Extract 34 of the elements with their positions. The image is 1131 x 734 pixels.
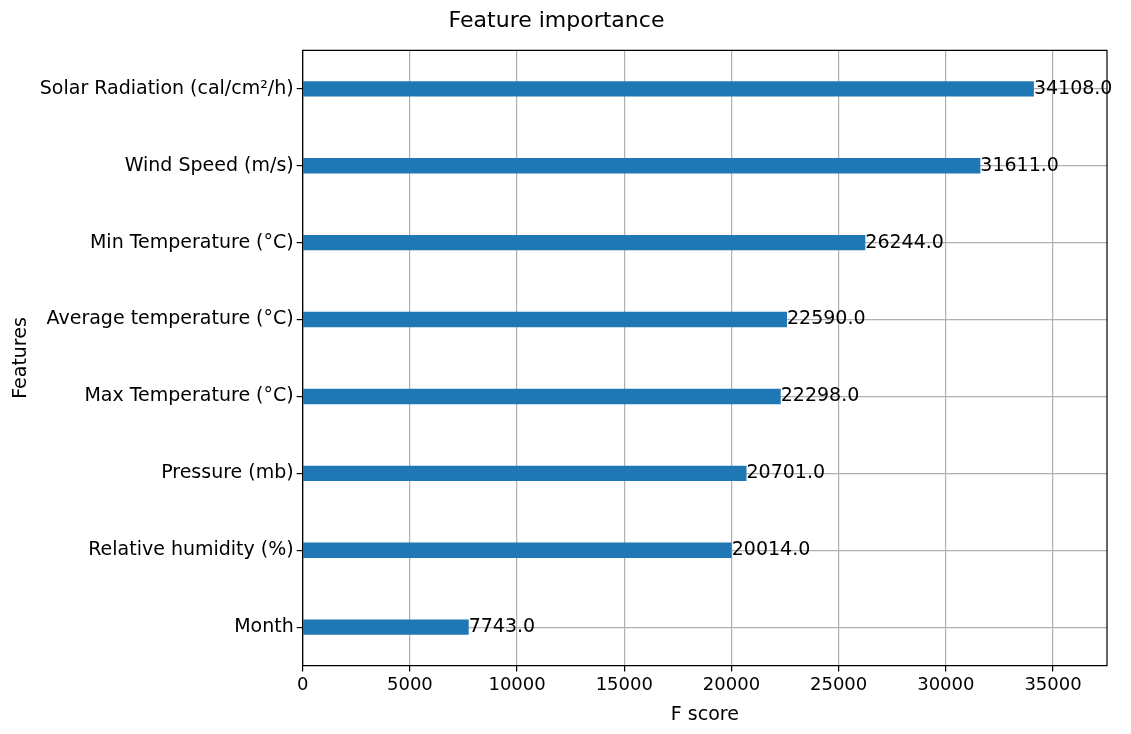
bar	[303, 465, 747, 482]
data-label: 20014.0	[731, 537, 811, 560]
data-label: 20701.0	[746, 460, 826, 483]
y-axis-title: Features	[8, 317, 31, 399]
y-tick-label: Average temperature (°C)	[46, 306, 294, 329]
x-tick-label: 15000	[595, 673, 653, 695]
data-label: 22590.0	[786, 306, 866, 329]
y-tick-label: Month	[234, 614, 294, 637]
x-tick-label: 30000	[917, 673, 975, 695]
data-label: 26244.0	[865, 229, 944, 252]
bar	[303, 619, 469, 635]
data-label: 31611.0	[980, 152, 1059, 175]
bar	[303, 311, 787, 328]
y-tick-label: Solar Radiation (cal/cm²/h)	[39, 75, 294, 98]
x-tick-label: 25000	[810, 673, 868, 695]
y-tick-label: Relative humidity (%)	[88, 537, 294, 560]
x-tick-label: 10000	[488, 673, 546, 695]
x-tick-label: 0	[296, 673, 309, 695]
data-label: 7743.0	[468, 614, 536, 637]
y-tick-label: Min Temperature (°C)	[89, 229, 294, 252]
bar	[303, 158, 981, 174]
bar	[303, 542, 732, 558]
x-tick-label: 35000	[1024, 673, 1082, 695]
y-tick-label: Pressure (mb)	[161, 460, 294, 483]
bar	[303, 388, 781, 405]
y-tick-label: Wind Speed (m/s)	[124, 152, 294, 175]
bar	[303, 234, 866, 251]
x-tick-label: 20000	[702, 673, 761, 695]
chart-title: Feature importance	[448, 6, 665, 32]
x-axis-title: F score	[670, 701, 739, 724]
y-tick-label: Max Temperature (°C)	[84, 383, 294, 406]
bar	[303, 81, 1034, 97]
data-label: 22298.0	[780, 383, 860, 406]
x-tick-label: 5000	[386, 673, 433, 695]
